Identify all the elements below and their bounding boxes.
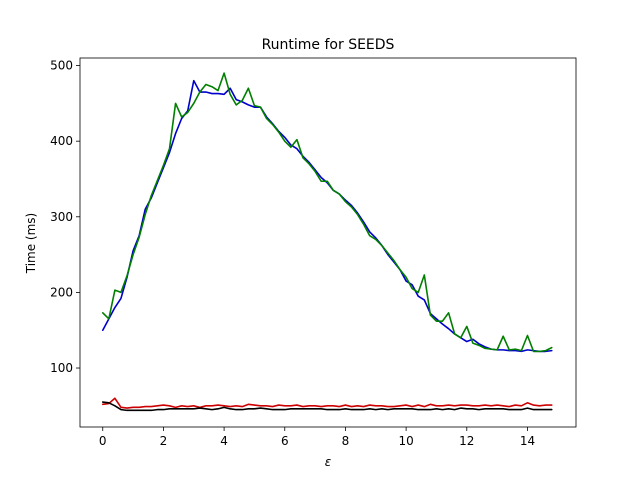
x-tick-label: 8: [342, 434, 350, 448]
y-axis-label: Time (ms): [24, 213, 38, 275]
x-axis-label: ε: [325, 455, 332, 469]
series-line-3: [101, 397, 553, 409]
x-tick-label: 10: [398, 434, 413, 448]
x-tick-label: 12: [459, 434, 474, 448]
chart-title: Runtime for SEEDS: [262, 37, 395, 53]
y-tick-label: 100: [50, 361, 73, 375]
axes-frame: [79, 57, 577, 428]
series-line-4: [101, 401, 553, 412]
y-tick-label: 300: [50, 210, 73, 224]
y-tick-label: 500: [50, 59, 73, 73]
y-tick-label: 400: [50, 134, 73, 148]
x-tick-label: 4: [220, 434, 228, 448]
x-tick-label: 2: [160, 434, 168, 448]
x-tick-label: 6: [281, 434, 289, 448]
plot-area: [101, 72, 553, 412]
x-tick-label: 0: [99, 434, 107, 448]
y-tick-label: 200: [50, 285, 73, 299]
y-axis: 100 200 300 400 500: [50, 59, 80, 375]
series-line-1: [101, 79, 553, 353]
x-tick-label: 14: [520, 434, 535, 448]
series-line-2: [101, 72, 553, 353]
x-axis: 0 2 4 6 8 10 12 14: [99, 427, 535, 448]
